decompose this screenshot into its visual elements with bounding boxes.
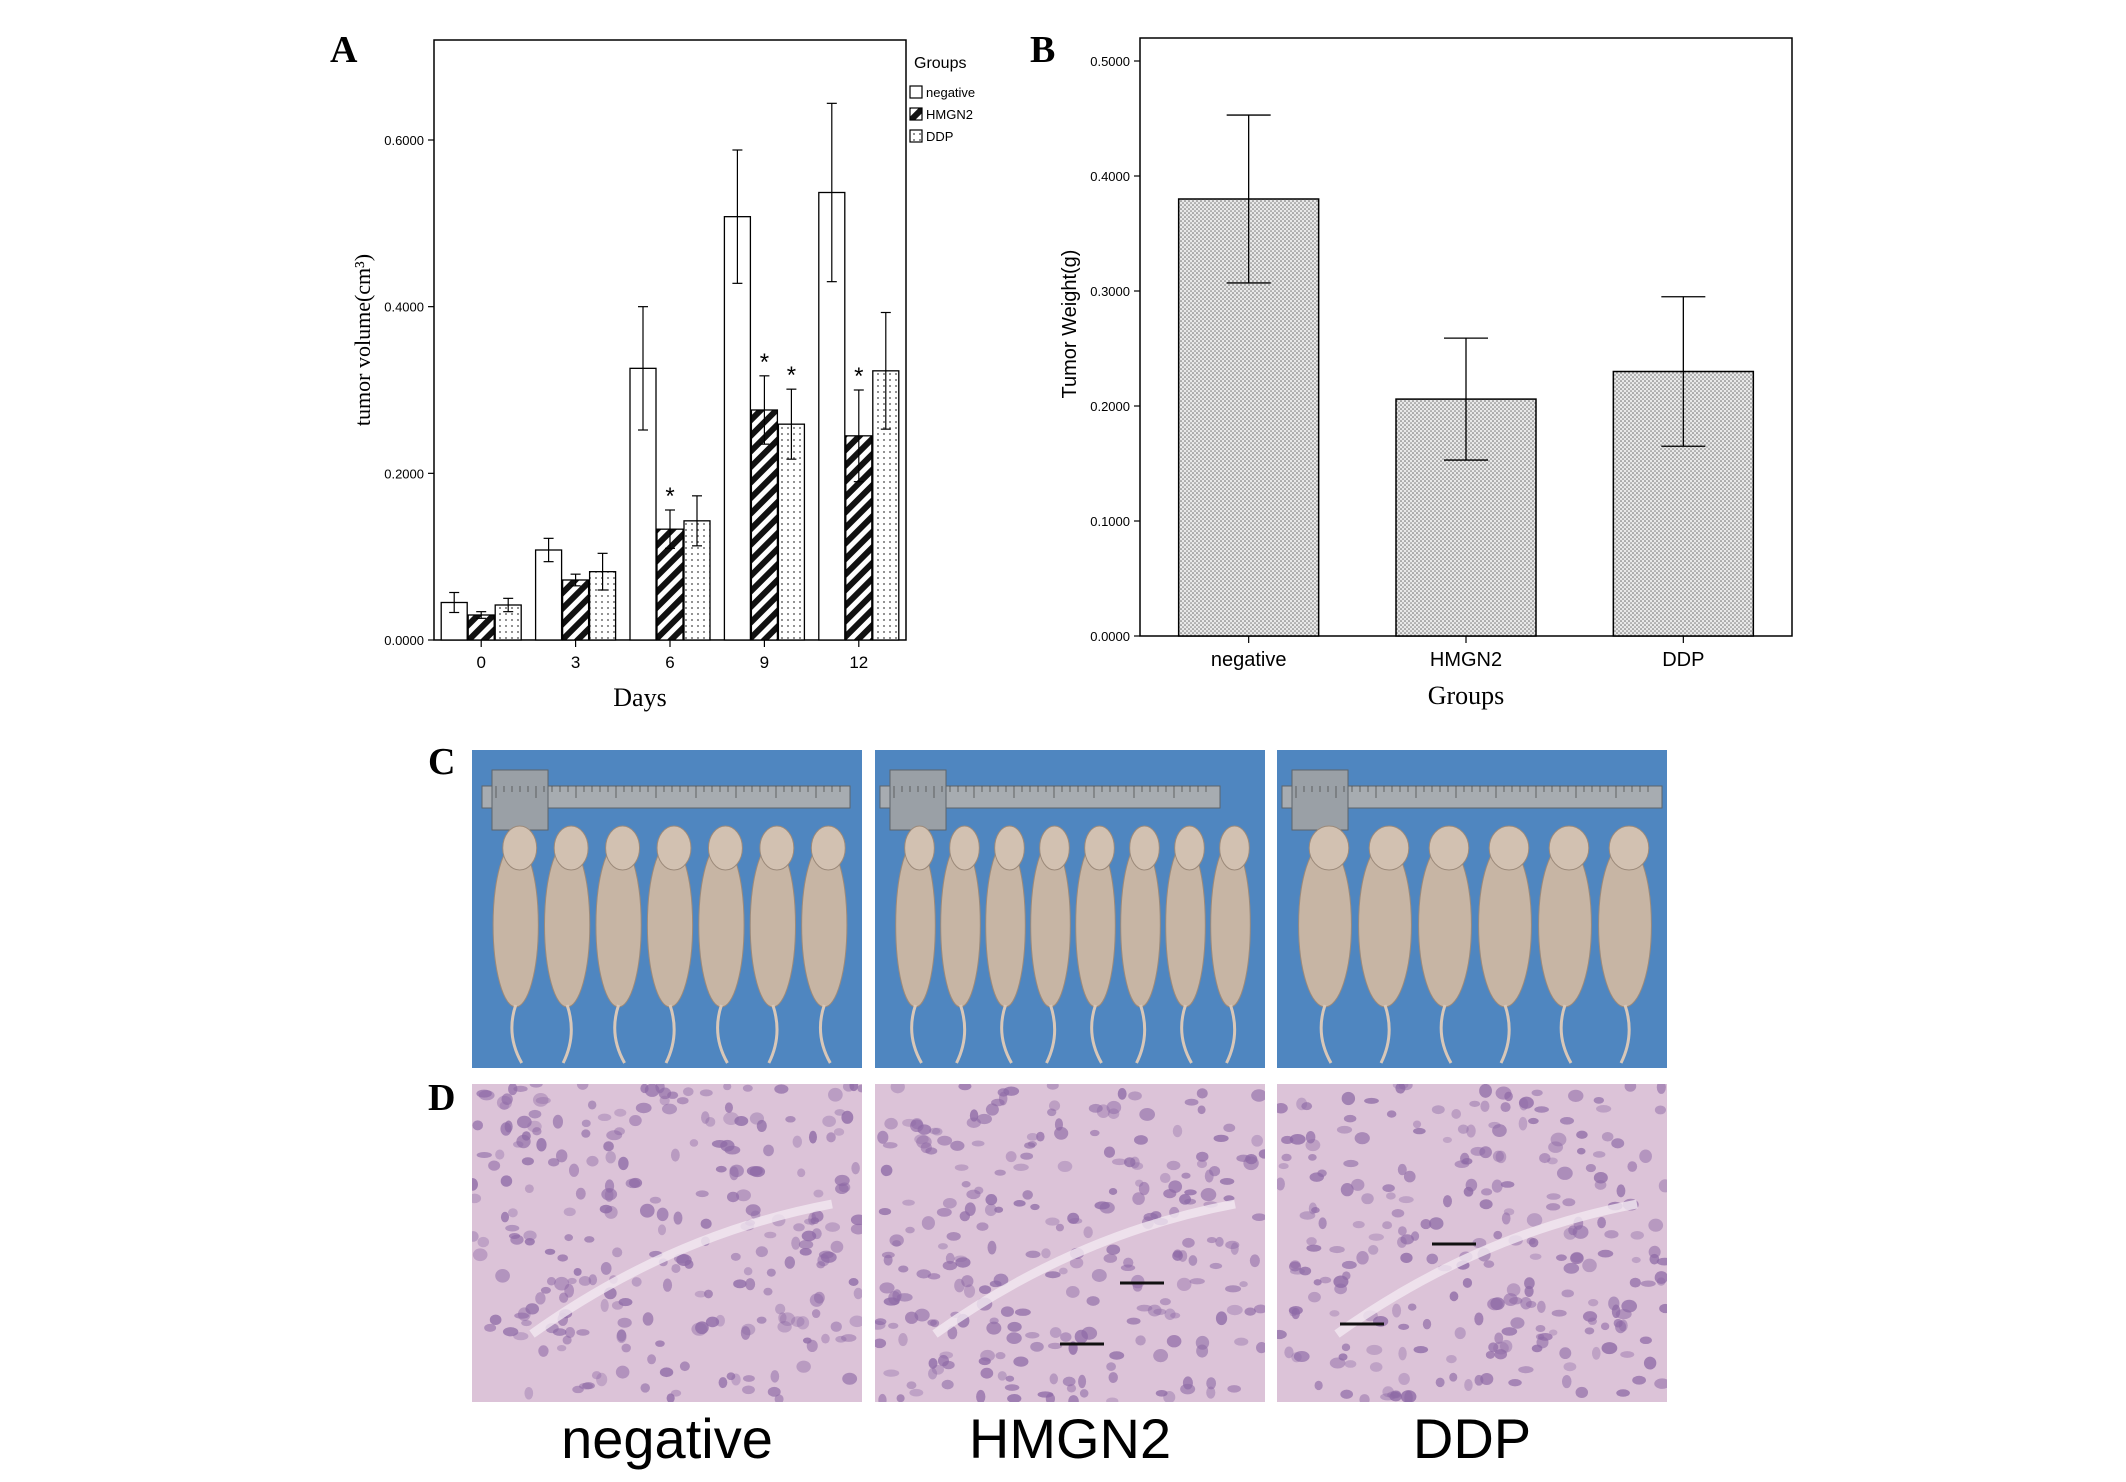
chart-a-xtick-label: 3 [571,653,580,672]
chart-a-ytick-label: 0.2000 [384,466,424,481]
chart-a-xtick-label: 0 [476,653,485,672]
panel-label-d: D [428,1077,456,1119]
significance-star: * [665,483,674,510]
chart-a-bar [561,579,590,641]
chart-a-xtick-label: 6 [665,653,674,672]
chart-a-xlabel: Days [613,683,666,712]
legend-title: Groups [914,55,966,72]
legend-swatch [909,129,923,143]
chart-a-bar [777,423,806,641]
chart-a-ytick-label: 0.6000 [384,133,424,148]
legend-swatch [909,107,923,121]
significance-star: * [854,363,863,390]
chart-a-ytick-label: 0.4000 [384,300,424,315]
chart-a-ytick-label: 0.0000 [384,633,424,648]
chart-a-bar [750,409,779,641]
photo-label-hmgn2: HMGN2 [968,1407,1172,1470]
chart-a-xtick-label: 9 [760,653,769,672]
photo-label-negative: negative [561,1407,773,1470]
chart-a-bar [534,549,563,641]
significance-star: * [760,349,769,376]
panel-label-b: B [1030,29,1056,71]
legend-swatch [909,85,923,99]
chart-a-xtick-label: 12 [849,653,868,672]
panel-label-c: C [428,741,456,783]
chart-a-ylabel: tumor volume(cm³) [350,254,375,426]
legend-label: negative [926,85,975,100]
chart-a-bar [723,216,752,641]
significance-star: * [787,362,796,389]
photo-label-ddp: DDP [1412,1407,1532,1470]
legend-label: DDP [926,129,953,144]
legend-label: HMGN2 [926,107,973,122]
panel-label-a: A [330,29,358,71]
